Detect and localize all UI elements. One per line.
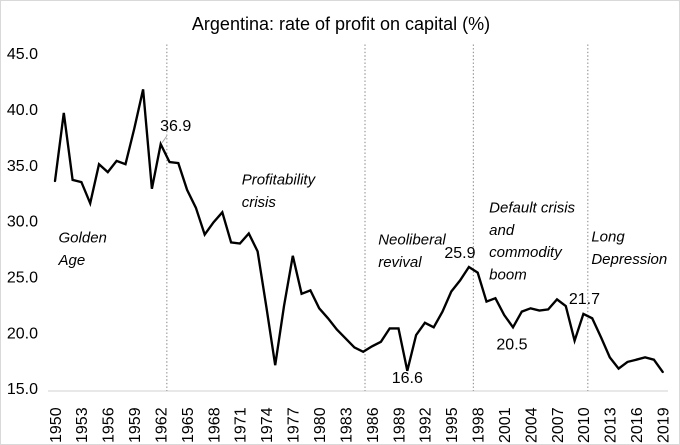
x-tick-label: 1995 (444, 407, 461, 443)
y-tick-label: 35.0 (7, 158, 38, 175)
x-tick-label: 1953 (74, 407, 91, 443)
x-tick-label: 1983 (338, 407, 355, 443)
x-tick-label: 2016 (629, 407, 646, 443)
label-leader-line (161, 135, 168, 143)
y-tick-label: 25.0 (7, 270, 38, 287)
y-tick-label: 40.0 (7, 102, 38, 119)
long-depression-label-line: Depression (591, 251, 667, 268)
x-tick-label: 1971 (233, 407, 250, 443)
x-tick-label: 2004 (523, 407, 540, 443)
y-tick-label: 15.0 (7, 381, 38, 398)
x-tick-label: 1989 (391, 407, 408, 443)
x-tick-label: 2001 (497, 407, 514, 443)
x-tick-label: 2013 (603, 407, 620, 443)
point-label: 16.6 (392, 370, 423, 387)
profitability-crisis-label-line: Profitability (242, 171, 317, 188)
neoliberal-revival-label-line: revival (378, 254, 422, 271)
x-tick-label: 1965 (180, 407, 197, 443)
long-depression-label: Long Depression (591, 228, 667, 267)
y-tick-label: 45.0 (7, 46, 38, 63)
profit-rate-line (53, 89, 664, 374)
profitability-crisis-label-line: crisis (242, 194, 277, 211)
neoliberal-revival-label: Neoliberal revival (378, 232, 446, 271)
neoliberal-revival-label-line: Neoliberal (378, 232, 446, 249)
default-crisis-label-line: and (489, 222, 515, 239)
x-tick-label: 2019 (656, 407, 673, 443)
x-tick-label: 1974 (259, 407, 276, 443)
x-tick-label: 1977 (286, 407, 303, 443)
y-tick-label: 20.0 (7, 325, 38, 342)
y-tick-label: 30.0 (7, 214, 38, 231)
golden-age-label-line: Golden (59, 230, 107, 247)
chart-title: Argentina: rate of profit on capital (%) (192, 14, 490, 34)
long-depression-label-line: Long (591, 228, 625, 245)
x-tick-label: 1956 (101, 407, 118, 443)
profitability-crisis-label: Profitability crisis (242, 171, 317, 210)
x-tick-label: 1968 (206, 407, 223, 443)
point-label: 36.9 (160, 118, 191, 135)
point-label: 25.9 (444, 245, 475, 262)
x-tick-label: 1992 (418, 407, 435, 443)
x-tick-label: 1980 (312, 407, 329, 443)
default-crisis-label-line: boom (489, 267, 527, 284)
default-crisis-label: Default crisis and commodity boom (489, 199, 575, 283)
point-label: 20.5 (496, 336, 527, 353)
x-tick-label: 1986 (365, 407, 382, 443)
x-tick-label: 1962 (154, 407, 171, 443)
x-tick-label: 1998 (471, 407, 488, 443)
golden-age-label: Golden Age (58, 230, 107, 269)
point-label: 21.7 (569, 291, 600, 308)
default-crisis-label-line: Default crisis (489, 199, 575, 216)
x-tick-label: 1959 (127, 407, 144, 443)
x-tick-label: 1950 (48, 407, 65, 443)
x-tick-label: 2007 (550, 407, 567, 443)
default-crisis-label-line: commodity (489, 244, 563, 261)
x-tick-label: 2010 (576, 407, 593, 443)
golden-age-label-line: Age (58, 252, 86, 269)
